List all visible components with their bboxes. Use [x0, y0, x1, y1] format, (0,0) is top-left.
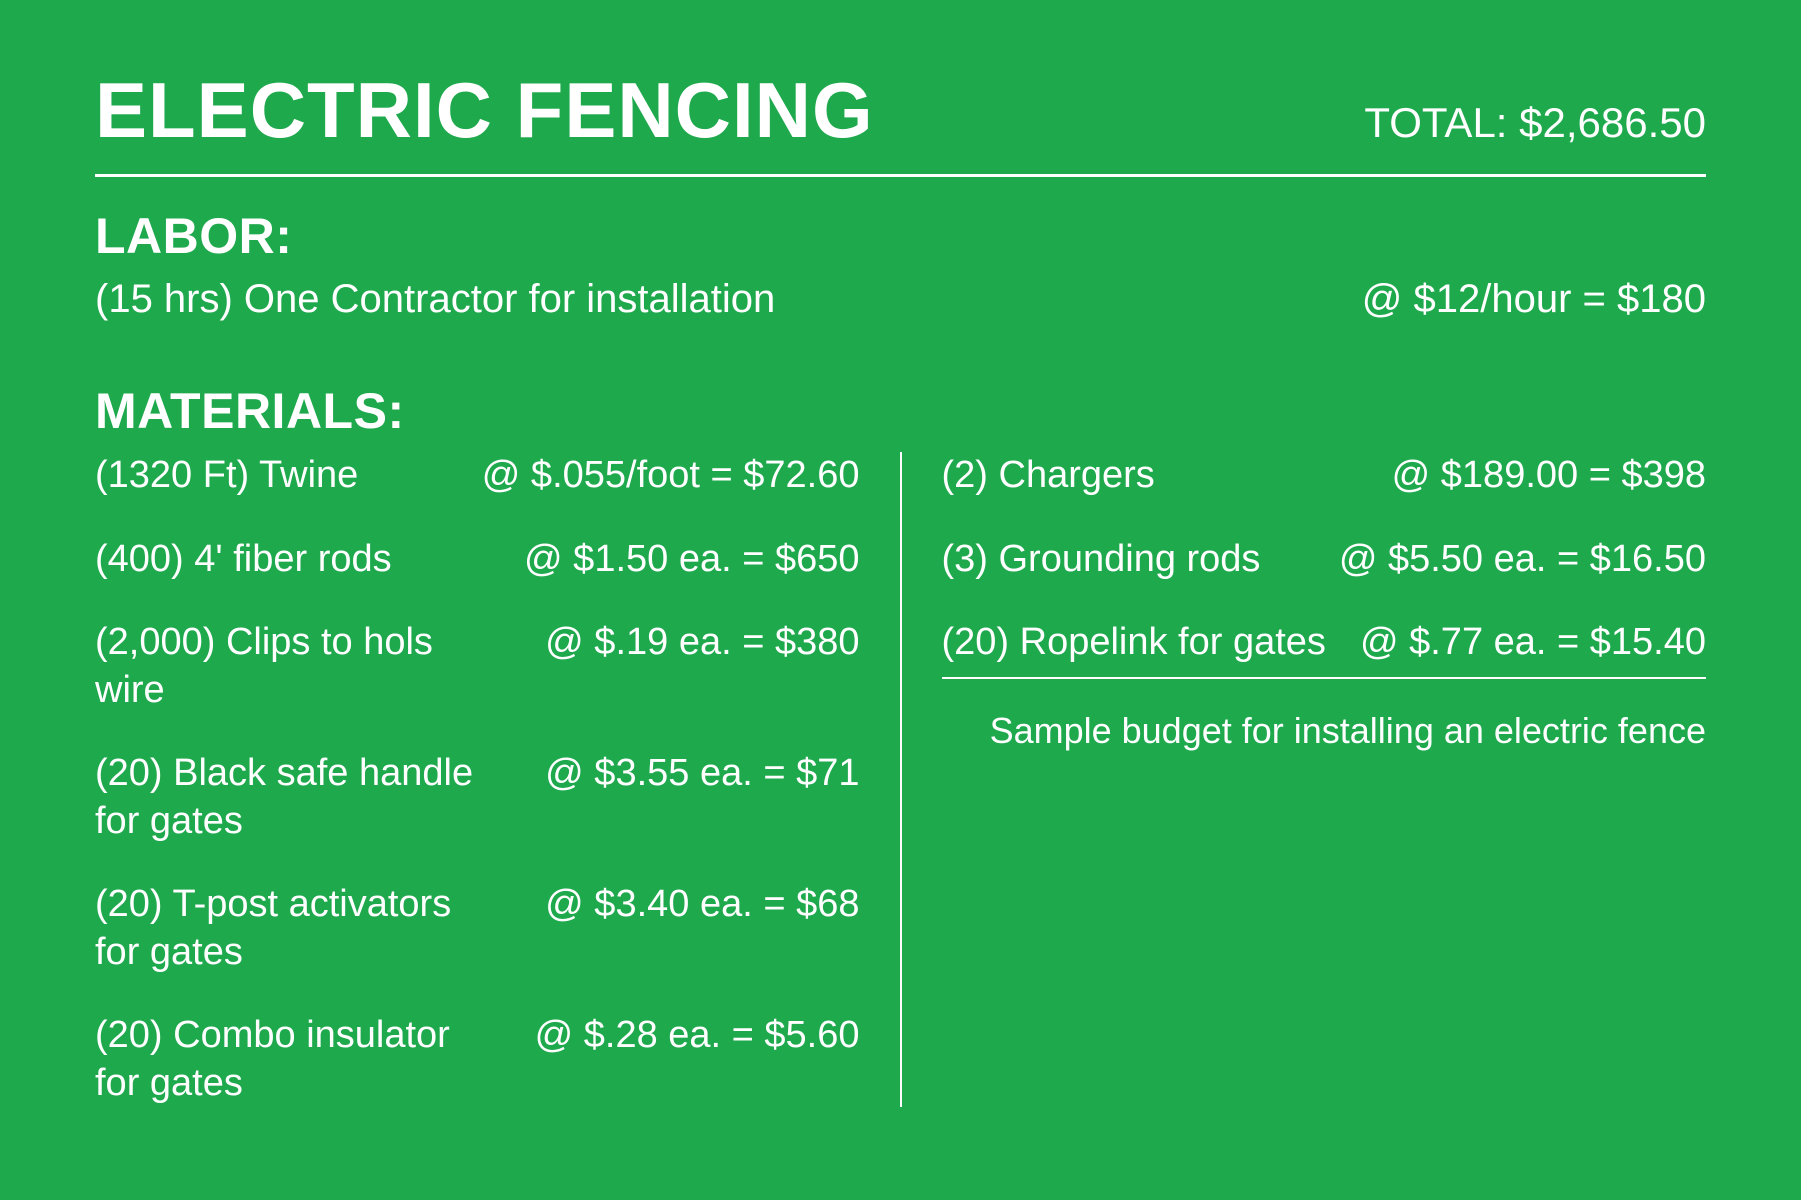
list-item: (1320 Ft) Twine @ $.055/foot = $72.60	[95, 452, 860, 500]
list-item: (3) Grounding rods @ $5.50 ea. = $16.50	[942, 536, 1707, 584]
materials-columns: (1320 Ft) Twine @ $.055/foot = $72.60 (4…	[95, 452, 1706, 1107]
list-item: (2) Chargers @ $189.00 = $398	[942, 452, 1707, 500]
item-label: (2) Chargers	[942, 452, 1155, 500]
list-item: (20) T-post activators for gates @ $3.40…	[95, 881, 860, 976]
item-price: @ $1.50 ea. = $650	[524, 536, 859, 584]
list-item: (2,000) Clips to hols wire @ $.19 ea. = …	[95, 619, 860, 714]
list-item: (20) Combo insulator for gates @ $.28 ea…	[95, 1012, 860, 1107]
total-label: TOTAL: $2,686.50	[1364, 99, 1706, 147]
divider	[942, 677, 1707, 679]
item-price: @ $3.55 ea. = $71	[545, 750, 859, 798]
page-title: ELECTRIC FENCING	[95, 65, 874, 156]
labor-row: (15 hrs) One Contractor for installation…	[95, 277, 1706, 322]
list-item: (20) Black safe handle for gates @ $3.55…	[95, 750, 860, 845]
materials-col-right: (2) Chargers @ $189.00 = $398 (3) Ground…	[902, 452, 1707, 1107]
materials-col-left: (1320 Ft) Twine @ $.055/foot = $72.60 (4…	[95, 452, 902, 1107]
item-price: @ $.055/foot = $72.60	[482, 452, 860, 500]
item-label: (3) Grounding rods	[942, 536, 1261, 584]
item-price: @ $.28 ea. = $5.60	[535, 1012, 860, 1060]
item-price: @ $3.40 ea. = $68	[545, 881, 859, 929]
item-label: (400) 4' fiber rods	[95, 536, 392, 584]
header-row: ELECTRIC FENCING TOTAL: $2,686.50	[95, 65, 1706, 177]
right-items: (2) Chargers @ $189.00 = $398 (3) Ground…	[942, 452, 1707, 667]
item-label: (1320 Ft) Twine	[95, 452, 358, 500]
list-item: (400) 4' fiber rods @ $1.50 ea. = $650	[95, 536, 860, 584]
item-label: (2,000) Clips to hols wire	[95, 619, 493, 714]
materials-heading: MATERIALS:	[95, 382, 1706, 440]
item-label: (20) Black safe handle for gates	[95, 750, 493, 845]
caption: Sample budget for installing an electric…	[942, 707, 1707, 756]
item-price: @ $.77 ea. = $15.40	[1360, 619, 1706, 667]
list-item: (20) Ropelink for gates @ $.77 ea. = $15…	[942, 619, 1707, 667]
labor-description: (15 hrs) One Contractor for installation	[95, 277, 775, 322]
item-label: (20) Ropelink for gates	[942, 619, 1326, 667]
labor-price: @ $12/hour = $180	[1362, 277, 1706, 322]
labor-heading: LABOR:	[95, 207, 1706, 265]
item-price: @ $189.00 = $398	[1392, 452, 1706, 500]
item-label: (20) T-post activators for gates	[95, 881, 493, 976]
item-label: (20) Combo insulator for gates	[95, 1012, 493, 1107]
item-price: @ $.19 ea. = $380	[545, 619, 859, 667]
item-price: @ $5.50 ea. = $16.50	[1339, 536, 1706, 584]
